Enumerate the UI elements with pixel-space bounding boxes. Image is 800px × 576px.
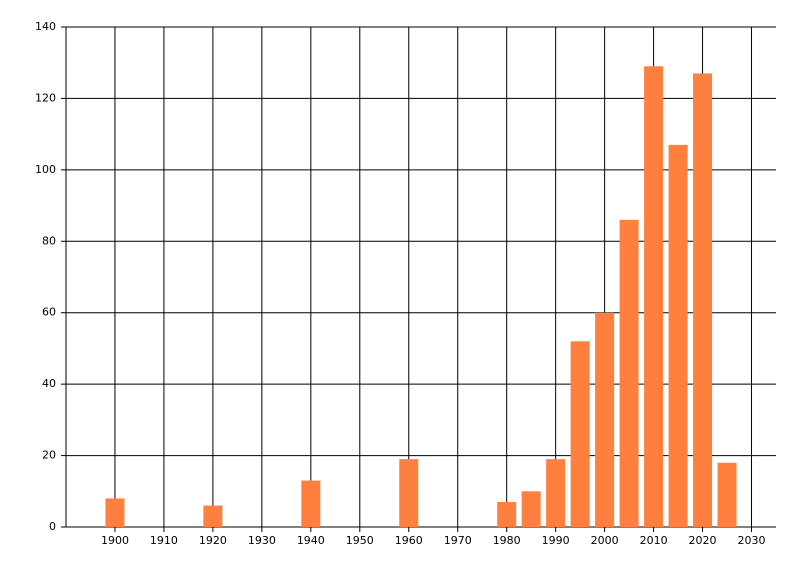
bar (595, 312, 615, 527)
bar (399, 459, 419, 527)
bar (570, 341, 590, 527)
x-tick-label: 1920 (199, 534, 227, 547)
y-tick-label: 140 (35, 20, 56, 33)
y-tick-label: 40 (42, 377, 56, 390)
bar (105, 498, 125, 527)
y-tick-label: 80 (42, 234, 56, 247)
x-tick-label: 1970 (444, 534, 472, 547)
bar (521, 491, 541, 527)
y-tick-label: 120 (35, 91, 56, 104)
x-tick-label: 1950 (346, 534, 374, 547)
bar (717, 462, 737, 527)
x-tick-label: 1930 (248, 534, 276, 547)
y-tick-label: 20 (42, 449, 56, 462)
bar (546, 459, 566, 527)
x-tick-label: 1910 (150, 534, 178, 547)
x-tick-label: 1900 (101, 534, 129, 547)
bar (203, 505, 223, 527)
x-tick-label: 2020 (689, 534, 717, 547)
x-tick-label: 2010 (640, 534, 668, 547)
x-tick-label: 1980 (493, 534, 521, 547)
x-tick-label: 1990 (542, 534, 570, 547)
x-tick-label: 2030 (738, 534, 766, 547)
bar (644, 66, 664, 528)
x-tick-label: 1960 (395, 534, 423, 547)
x-tick-label: 1940 (297, 534, 325, 547)
x-tick-label: 2000 (591, 534, 619, 547)
bar (619, 219, 639, 527)
y-tick-label: 60 (42, 306, 56, 319)
y-tick-label: 100 (35, 163, 56, 176)
y-tick-label: 0 (49, 520, 56, 533)
bar (668, 144, 688, 527)
bar (693, 73, 713, 527)
bar (301, 480, 321, 527)
bar (497, 502, 517, 527)
